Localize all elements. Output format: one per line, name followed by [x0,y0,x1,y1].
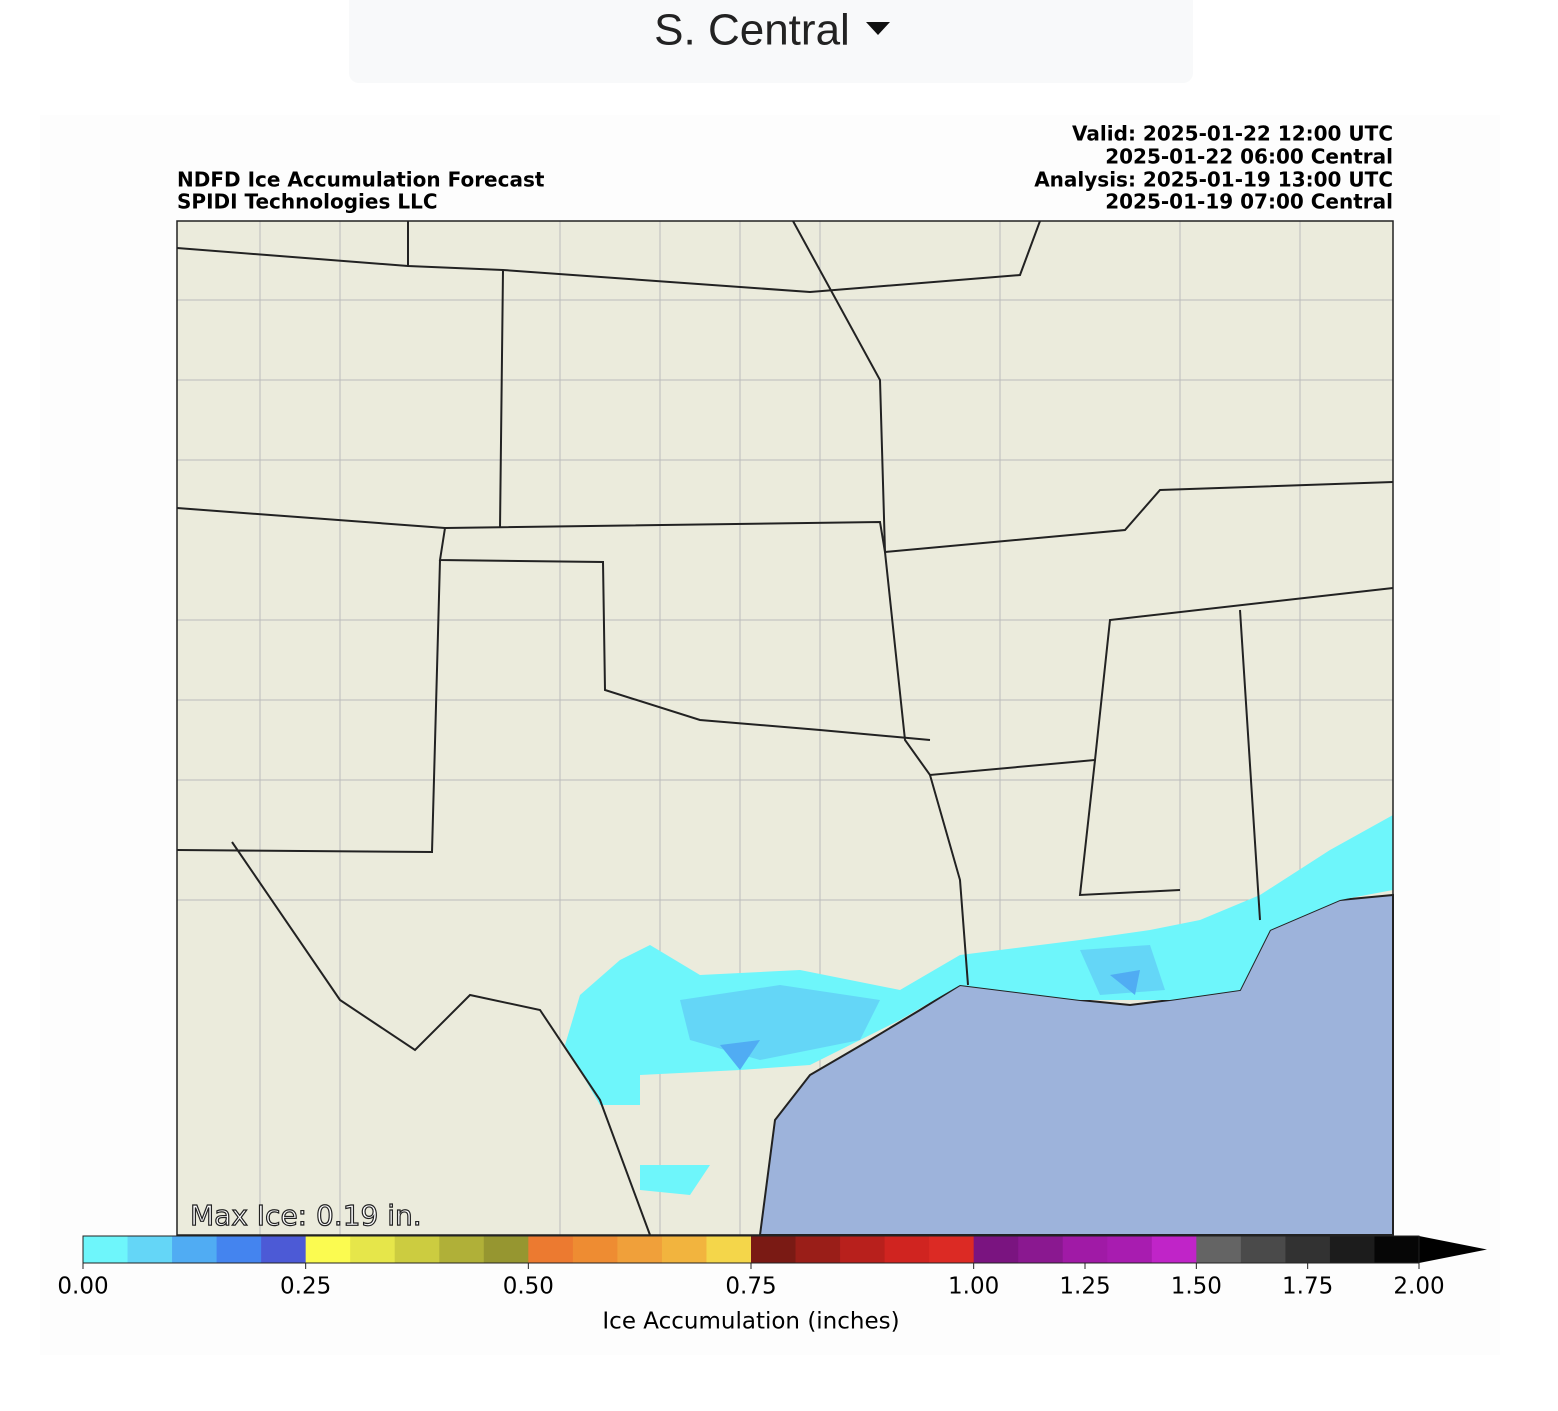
colorbar-tick-label: 1.00 [948,1274,999,1300]
colorbar-segment [884,1236,930,1263]
colorbar-tick-label: 0.25 [280,1274,331,1300]
colorbar-segment [1018,1236,1064,1263]
time-line: 2025-01-22 06:00 Central [1105,145,1393,169]
colorbar-segment [127,1236,173,1263]
colorbar-tick-label: 0.50 [503,1274,554,1300]
colorbar-segment [751,1236,797,1263]
colorbar-segment [572,1236,618,1263]
colorbar-tick-label: 1.75 [1282,1274,1333,1300]
colorbar-segment [1374,1236,1420,1263]
colorbar-segment [973,1236,1019,1263]
time-line: Valid: 2025-01-22 12:00 UTC [1072,122,1393,146]
colorbar-label: Ice Accumulation (inches) [602,1309,899,1335]
colorbar-tick-label: 1.25 [1059,1274,1110,1300]
time-line: 2025-01-19 07:00 Central [1105,190,1393,214]
colorbar-segment [305,1236,351,1263]
map-subtitle: SPIDI Technologies LLC [177,190,438,214]
dropdown[interactable] [349,0,1193,83]
colorbar-segment [394,1236,440,1263]
dropdown-label[interactable]: S. Central [654,6,850,55]
time-line: Analysis: 2025-01-19 13:00 UTC [1034,168,1393,192]
max-ice-label: Max Ice: 0.19 in. [190,1199,422,1232]
colorbar-segment [1107,1236,1153,1263]
colorbar-segment [1329,1236,1375,1263]
colorbar-segment [1062,1236,1108,1263]
map [176,220,1394,1236]
colorbar-segment [617,1236,663,1263]
colorbar-tick-label: 0.00 [57,1274,108,1300]
dropdown-caret[interactable] [866,22,890,35]
colorbar-segment [1240,1236,1286,1263]
colorbar-tick-label: 0.75 [725,1274,776,1300]
colorbar-tick-label: 1.50 [1171,1274,1222,1300]
colorbar-segment [172,1236,218,1263]
colorbar-segment [1151,1236,1197,1263]
colorbar-segment [83,1236,129,1263]
colorbar-segment [483,1236,529,1263]
colorbar-segment [350,1236,396,1263]
colorbar-segment [1285,1236,1331,1263]
colorbar-segment [261,1236,307,1263]
colorbar: 0.00 0.25 0.50 0.75 1.00 1.25 1.50 1.75 2.00 [57,1235,1487,1300]
colorbar-segment [439,1236,485,1263]
colorbar-segment [706,1236,752,1263]
colorbar-segment [840,1236,886,1263]
colorbar-extend [1419,1236,1487,1263]
colorbar-segment [795,1236,841,1263]
map-title: NDFD Ice Accumulation Forecast [177,168,545,192]
colorbar-segment [929,1236,975,1263]
colorbar-segment [1196,1236,1242,1263]
colorbar-segment [661,1236,707,1263]
colorbar-segment [216,1236,262,1263]
colorbar-segment [528,1236,574,1263]
colorbar-tick-label: 2.00 [1393,1274,1444,1300]
